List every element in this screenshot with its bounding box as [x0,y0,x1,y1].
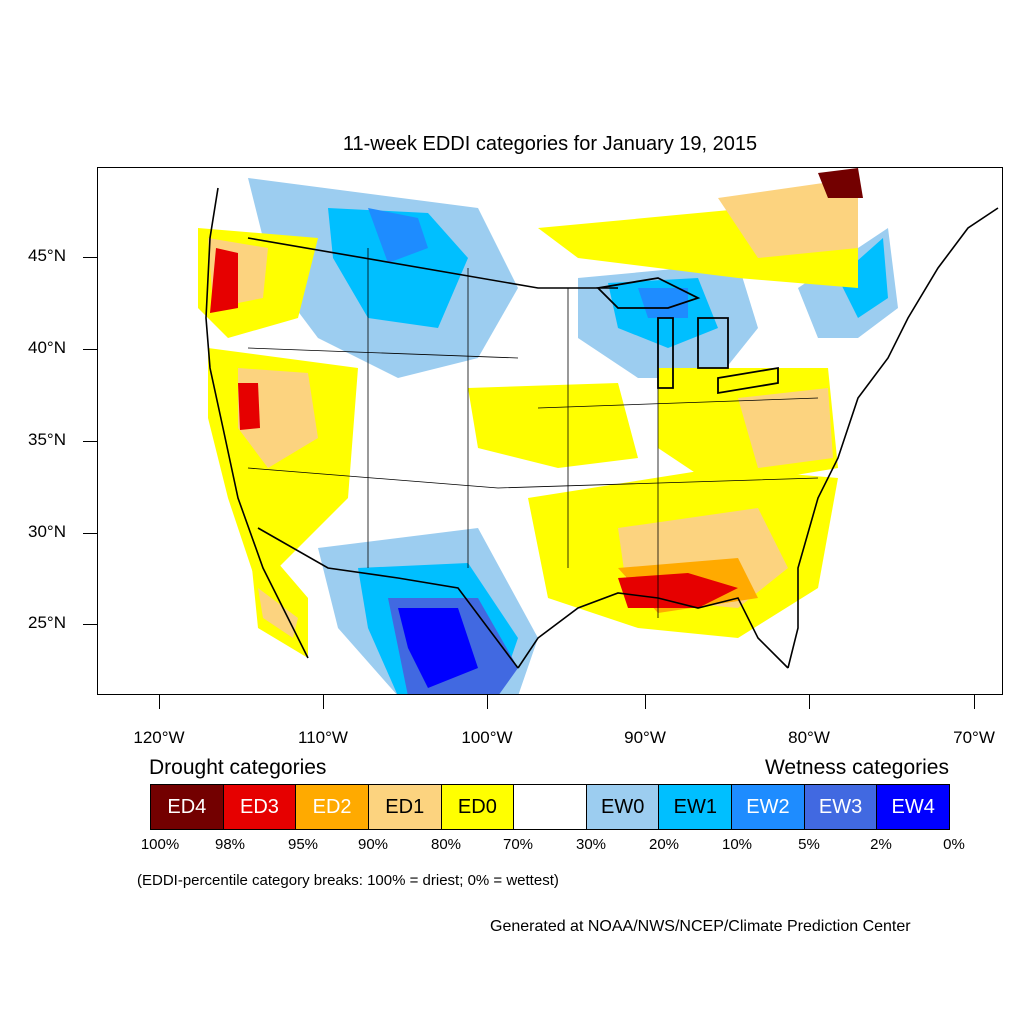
lon-tick [323,695,324,709]
category-regions [198,168,898,694]
legend-cell-ew0: EW0 [586,785,660,829]
region-ed1-baja [258,588,298,638]
break-label: 70% [502,836,534,853]
drought-categories-heading: Drought categories [149,756,327,779]
legend-cell-ew1: EW1 [659,785,733,829]
lon-tick [159,695,160,709]
lat-label-25: 25°N [28,613,66,632]
lon-label-110w: 110°W [298,728,348,747]
legend-label: EW2 [746,795,790,818]
lon-label-120w: 120°W [133,728,185,747]
break-label: 20% [648,836,680,853]
map-canvas [198,168,999,694]
lake-michigan-outline [657,317,674,389]
lat-tick [83,441,97,442]
great-lakes [596,277,779,395]
lat-tick [83,624,97,625]
state-line-1 [247,347,519,359]
lake-erie-outline [717,366,779,395]
legend-label: ED2 [312,795,352,818]
break-label: 10% [721,836,753,853]
category-break-note: (EDDI-percentile category breaks: 100% =… [137,872,559,889]
legend-cell-ed0: ED0 [441,785,515,829]
break-label: 90% [357,836,389,853]
legend-label: ED0 [457,795,497,818]
lon-tick [487,695,488,709]
lat-label-30: 30°N [28,522,66,541]
lake-superior-outline [596,277,701,309]
region-ew2-north [368,208,428,263]
legend-cell-ed2: ED2 [296,785,369,829]
east-coast-line [787,207,999,669]
lat-label-40: 40°N [28,338,66,357]
category-legend: ED4 ED3 ED2 ED1 ED0 EW0 EW1 EW2 EW3 EW4 [150,784,950,830]
legend-cell-normal [514,785,587,829]
region-ed3-ca [238,383,260,430]
break-label: 30% [575,836,607,853]
legend-label: EW3 [818,795,863,818]
state-boundaries [247,248,819,618]
region-ew1-north [328,208,468,328]
legend-cell-ed1: ED1 [368,785,442,829]
region-ed3-se [618,573,738,608]
lon-label-90w: 90°W [624,728,666,747]
west-coast-line [205,187,309,659]
state-line-7 [537,397,819,409]
eddi-map [97,167,1003,695]
break-label: 98% [214,836,246,853]
credit-line: Generated at NOAA/NWS/NCEP/Climate Predi… [490,918,911,935]
legend-cell-ed3: ED3 [223,785,297,829]
region-ed1-canada [718,178,858,258]
legend-label: ED4 [167,795,207,818]
lat-tick [83,349,97,350]
lat-label-35: 35°N [28,430,66,449]
break-label: 80% [430,836,462,853]
region-ew4-sw [398,608,478,688]
region-ed0-plains [468,383,638,468]
legend-cell-ew4: EW4 [877,785,950,829]
lon-label-80w: 80°W [788,728,830,747]
region-ed3-pnw [210,248,238,313]
legend-label: EW1 [673,795,717,818]
lon-tick [809,695,810,709]
lon-label-70w: 70°W [953,728,995,747]
canada-border-line [247,237,618,289]
legend-label: ED1 [385,795,425,818]
break-label: 2% [870,836,892,853]
break-label: 100% [140,836,180,853]
lake-huron-outline [697,317,729,369]
lon-tick [974,695,975,709]
lat-tick [83,533,97,534]
lon-label-100w: 100°W [461,728,513,747]
mexico-border-line [257,527,519,669]
legend-cell-ew3: EW3 [804,785,878,829]
region-ed1-midatl [738,388,833,468]
lat-label-45: 45°N [28,246,66,265]
wetness-categories-heading: Wetness categories [764,756,949,779]
lat-tick [83,257,97,258]
break-label: 5% [798,836,820,853]
state-line-2 [247,467,819,489]
region-ew1-ne [838,238,888,318]
legend-label: ED3 [240,795,279,818]
legend-cell-ew2: EW2 [732,785,805,829]
region-ew2-lakes [638,288,688,318]
legend-cell-ed4: ED4 [151,785,224,829]
break-label: 0% [943,836,965,853]
lon-tick [645,695,646,709]
break-label: 95% [287,836,319,853]
map-title: 11-week EDDI categories for January 19, … [342,133,758,155]
legend-label: EW4 [891,795,935,818]
legend-label: EW0 [600,795,645,818]
region-ed4-canada [818,168,863,198]
